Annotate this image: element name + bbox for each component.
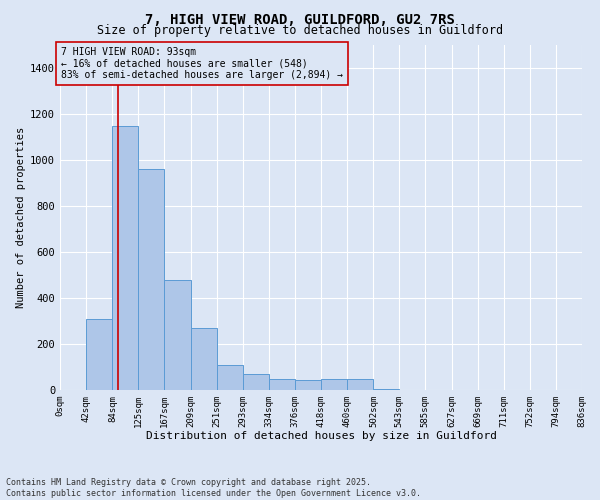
Y-axis label: Number of detached properties: Number of detached properties [16,127,26,308]
Bar [138,169,164,390]
Text: 7, HIGH VIEW ROAD, GUILDFORD, GU2 7RS: 7, HIGH VIEW ROAD, GUILDFORD, GU2 7RS [145,12,455,26]
Bar [112,126,138,390]
Bar [217,364,243,390]
Bar [164,280,191,390]
Text: 7 HIGH VIEW ROAD: 93sqm
← 16% of detached houses are smaller (548)
83% of semi-d: 7 HIGH VIEW ROAD: 93sqm ← 16% of detache… [61,48,343,80]
X-axis label: Distribution of detached houses by size in Guildford: Distribution of detached houses by size … [146,432,497,442]
Bar [373,389,399,390]
Bar [321,378,347,390]
Text: Contains HM Land Registry data © Crown copyright and database right 2025.
Contai: Contains HM Land Registry data © Crown c… [6,478,421,498]
Bar [347,378,373,390]
Bar [191,328,217,390]
Text: Size of property relative to detached houses in Guildford: Size of property relative to detached ho… [97,24,503,37]
Bar [295,380,321,390]
Bar [243,374,269,390]
Bar [86,318,112,390]
Bar [269,378,295,390]
